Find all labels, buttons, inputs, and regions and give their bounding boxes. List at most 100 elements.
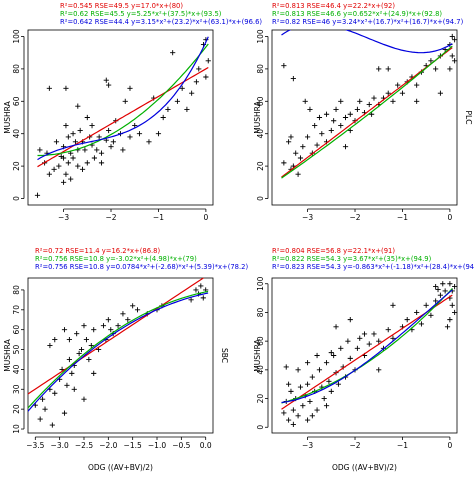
data-point [83,337,90,343]
data-point [297,384,304,390]
data-point [46,85,52,91]
data-point [103,77,109,83]
data-point [188,297,194,303]
data-point [437,90,443,96]
data-point [385,66,391,72]
data-point [281,160,287,166]
data-point [63,171,69,177]
x-tick-label: −1.5 [124,441,142,450]
y-tick-label: 20 [256,394,265,404]
y-tick-label: 40 [256,129,265,139]
data-point [72,139,79,145]
data-point [160,114,166,121]
data-point [63,123,69,129]
data-point [312,123,318,129]
data-point [442,288,448,294]
data-point [328,350,334,356]
data-point [354,106,360,112]
data-point [110,139,116,145]
y-tick-label: 10 [12,424,21,434]
data-point [328,127,334,134]
fit-equation-text: R²=0.545 RSE=49.5 y=17.0*x+(80) [60,2,183,10]
y-axis-label: MUSHRA [253,338,262,371]
fit-equation-text: R²=0.813 RSE=46.4 y=22.2*x+(92) [272,2,395,10]
data-point [390,335,396,341]
data-point [385,90,391,96]
data-point [447,281,453,287]
data-point [155,131,162,137]
data-point [75,163,81,169]
data-point [345,338,351,344]
fit-curve [281,47,453,178]
y-tick-label: 0 [256,425,265,430]
data-point [304,381,311,387]
data-point [335,381,342,387]
data-point [77,127,83,134]
fit-curve [37,36,209,161]
data-point [70,131,76,137]
data-point [127,85,133,91]
data-point [189,90,195,96]
y-tick-label: 40 [12,129,21,139]
data-point [122,98,128,104]
data-point [288,134,294,140]
data-point [300,403,306,409]
data-point [314,407,320,413]
plot-frame [271,29,458,206]
data-point [390,98,396,104]
data-point [304,417,311,423]
data-point [37,416,43,422]
data-point [130,303,136,309]
data-point [120,311,126,317]
data-point [51,166,57,172]
data-point [98,160,105,166]
data-point [414,98,420,104]
y-tick-label: 0 [12,196,21,201]
data-point [66,337,72,343]
data-point [120,147,126,153]
data-point [433,66,439,72]
data-point [304,134,311,140]
x-tick-label: 0.0 [200,441,212,450]
fit-curve [28,278,205,395]
x-tick-label: −3.5 [26,441,44,450]
data-point [437,292,443,298]
data-point [376,367,382,373]
data-point [399,90,406,96]
data-point [452,37,458,43]
data-point [302,98,308,104]
data-point [323,360,330,366]
data-point [106,82,112,88]
y-tick-label: 20 [256,161,265,171]
data-point [203,74,209,80]
data-point [94,147,100,153]
y-tick-label: 100 [12,29,21,44]
data-point [88,342,94,349]
data-point [440,281,446,287]
data-point [304,360,311,366]
y-tick-label: 60 [12,96,21,106]
y-axis-label: MUSHRA [3,338,12,371]
y-tick-label: 40 [12,364,21,374]
data-point [452,58,458,64]
data-point [435,286,441,293]
data-point [414,82,420,88]
data-point [89,123,95,129]
data-point [125,317,131,323]
fit-equation-text: R²=0.804 RSE=56.8 y=22.1*x+(91) [272,247,395,255]
data-point [338,123,344,129]
data-point [347,355,353,361]
data-point [71,386,77,392]
data-point [307,398,313,405]
y-tick-label: 40 [256,365,265,375]
data-point [70,155,76,161]
data-point [333,106,339,112]
data-point [53,139,60,145]
plot-frame [271,277,458,434]
x-tick-label: −3.0 [51,441,69,450]
x-tick-label: −2 [105,213,116,222]
data-point [84,114,90,121]
x-tick-label: −1.0 [148,441,166,450]
data-point [108,327,114,333]
